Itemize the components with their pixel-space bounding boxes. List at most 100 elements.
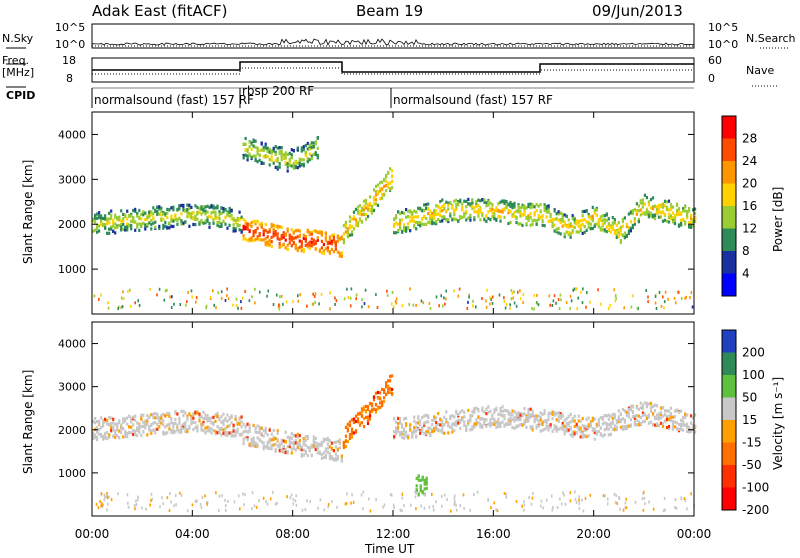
ground-scatter [347, 296, 350, 299]
echo-cell [268, 157, 271, 162]
echo-cell [332, 457, 335, 461]
ground-scatter [575, 500, 578, 504]
echo-cell [110, 425, 113, 429]
echo-cell [399, 431, 402, 435]
echo-cell [491, 211, 494, 215]
ground-scatter [445, 289, 447, 293]
echo-cell [417, 478, 420, 482]
ground-scatter [390, 302, 393, 306]
echo-cell [140, 417, 143, 421]
echo-cell [128, 414, 131, 418]
echo-cell [260, 238, 263, 242]
echo-cell [413, 415, 416, 419]
echo-cell [288, 163, 291, 167]
colorbar-tick: 12 [742, 222, 757, 236]
echo-cell [625, 413, 628, 417]
echo-cell [575, 422, 578, 427]
echo-cell [399, 421, 402, 425]
echo-cell [346, 440, 349, 444]
echo-cell [134, 209, 137, 213]
echo-cell [455, 198, 458, 202]
echo-cell [366, 407, 370, 411]
echo-cell [280, 236, 283, 240]
echo-cell [336, 239, 339, 243]
echo-cell [567, 230, 570, 235]
echo-cell [356, 420, 360, 424]
echo-cell [493, 208, 496, 213]
echo-cell [565, 421, 568, 425]
ground-scatter [690, 291, 693, 295]
colorbar-swatch [722, 183, 736, 206]
echo-cell [298, 447, 301, 451]
echo-cell [397, 416, 400, 420]
echo-cell [312, 441, 315, 445]
colorbar-frame [721, 329, 737, 511]
echo-cell [200, 425, 203, 429]
ground-scatter [121, 305, 124, 309]
ground-scatter [556, 506, 559, 509]
echo-cell [633, 423, 636, 427]
echo-cell [647, 210, 650, 214]
echo-cell [431, 222, 434, 226]
echo-cell [611, 416, 614, 420]
echo-cell [491, 413, 494, 417]
echo-cell [625, 224, 628, 228]
echo-cell [304, 438, 307, 443]
echo-cell [366, 419, 370, 423]
echo-cell [385, 179, 388, 183]
echo-cell [254, 426, 257, 430]
echo-cell [455, 217, 458, 222]
echo-cell [308, 230, 311, 235]
echo-cell [459, 198, 462, 202]
echo-cell [272, 232, 275, 236]
echo-cell [503, 417, 506, 421]
ground-scatter [117, 307, 119, 310]
echo-cell [208, 419, 211, 423]
echo-cell [515, 425, 518, 429]
echo-cell [344, 230, 347, 234]
echo-cell [423, 208, 426, 213]
echo-cell [657, 417, 661, 421]
echo-cell [194, 421, 197, 425]
echo-cell [300, 448, 303, 452]
echo-cell [152, 412, 155, 416]
echo-cell [597, 429, 600, 433]
echo-cell [629, 404, 632, 408]
echo-cell [688, 209, 691, 213]
ground-scatter [674, 498, 677, 501]
echo-cell [684, 209, 687, 213]
echo-cell [469, 414, 472, 418]
echo-cell [415, 220, 418, 224]
echo-cell [435, 204, 438, 208]
echo-cell [152, 212, 155, 216]
echo-cell [435, 220, 438, 224]
echo-cell [643, 401, 646, 405]
echo-cell [354, 414, 358, 418]
echo-cell [559, 221, 562, 225]
ground-scatter [168, 509, 171, 512]
echo-cell [204, 413, 207, 417]
echo-cell [475, 406, 478, 410]
echo-cell [599, 215, 602, 219]
echo-cell [509, 419, 512, 423]
echo-cell [304, 443, 307, 447]
echo-cell [439, 199, 442, 204]
echo-cell [308, 246, 311, 250]
echo-cell [362, 406, 366, 411]
echo-cell [144, 419, 147, 423]
echo-cell [290, 236, 293, 240]
echo-cell [415, 434, 418, 438]
echo-cell [368, 417, 372, 421]
echo-cell [627, 230, 630, 234]
echo-cell [346, 230, 349, 234]
echo-cell [302, 442, 305, 446]
ground-scatter [515, 304, 518, 308]
echo-cell [583, 230, 586, 234]
echo-cell [202, 423, 205, 427]
echo-cell [306, 147, 309, 151]
echo-cell [310, 141, 313, 145]
echo-cell [651, 404, 655, 409]
echo-cell [132, 429, 135, 433]
echo-cell [688, 425, 691, 429]
